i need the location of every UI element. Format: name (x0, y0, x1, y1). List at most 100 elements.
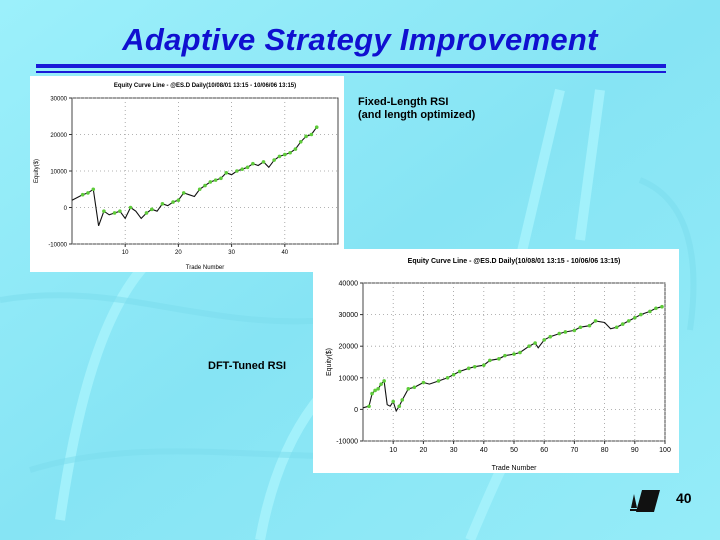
y-tick-label: 20000 (339, 344, 359, 351)
plot-frame (362, 282, 666, 442)
x-tick-label: 40 (480, 447, 488, 454)
x-tick-label: 30 (228, 250, 235, 256)
new-high-point (457, 369, 462, 374)
new-high-point (451, 372, 456, 377)
new-high-point (639, 312, 643, 317)
new-high-point (557, 331, 562, 336)
new-high-point (397, 404, 402, 409)
new-high-point (261, 160, 266, 164)
y-tick-label: 20000 (50, 133, 67, 139)
chart-title: Equity Curve Line - @ES.D Daily(10/08/01… (408, 258, 621, 265)
title-divider-thick (36, 64, 666, 68)
new-high-point (197, 187, 202, 192)
new-high-point (660, 304, 664, 309)
y-tick-label: 10000 (339, 375, 359, 382)
y-tick-label: -10000 (336, 439, 358, 446)
new-high-point (548, 334, 553, 339)
new-high-point (293, 147, 298, 151)
new-high-point (436, 379, 441, 383)
new-high-point (542, 338, 546, 342)
new-high-point (235, 169, 239, 173)
new-high-point (251, 161, 255, 166)
caption-dft-rsi: DFT-Tuned RSI (208, 360, 287, 372)
y-tick-label: 30000 (50, 97, 67, 103)
new-high-point (518, 350, 522, 355)
equity-series-line (362, 306, 663, 413)
new-high-point (150, 207, 154, 212)
new-high-point (482, 363, 486, 367)
chart-panel-dft-rsi: Equity Curve Line - @ES.D Daily(10/08/01… (313, 249, 679, 473)
new-high-point (245, 165, 250, 170)
new-high-point (91, 187, 96, 192)
x-tick-label: 30 (450, 447, 458, 454)
new-high-point (224, 171, 229, 175)
equity-chart-fixed-rsi: Equity Curve Line - @ES.D Daily(10/08/01… (34, 83, 339, 271)
new-high-point (160, 202, 165, 206)
x-tick-label: 40 (281, 250, 288, 256)
new-high-point (128, 205, 133, 210)
new-high-point (572, 328, 577, 333)
y-axis-label: Equity($) (34, 159, 40, 183)
new-high-point (181, 191, 186, 195)
y-tick-label: 30000 (339, 312, 359, 319)
new-high-point (203, 183, 207, 188)
new-high-point (472, 364, 477, 369)
new-high-point (512, 352, 516, 356)
new-high-point (171, 200, 175, 204)
x-tick-label: 70 (571, 447, 579, 454)
new-high-point (309, 132, 314, 137)
company-logo-icon (630, 490, 660, 512)
new-high-point (314, 125, 319, 129)
new-high-point (614, 325, 619, 330)
new-high-point (488, 358, 492, 363)
x-tick-label: 90 (631, 447, 639, 454)
chart-panel-fixed-rsi: Equity Curve Line - @ES.D Daily(10/08/01… (30, 76, 344, 272)
new-high-point (80, 192, 85, 197)
new-high-point (144, 211, 149, 215)
new-high-point (497, 357, 501, 361)
title-divider-thin (36, 71, 666, 73)
equity-chart-dft-rsi: Equity Curve Line - @ES.D Daily(10/08/01… (326, 258, 671, 472)
new-high-point (421, 380, 426, 385)
new-high-point (503, 353, 507, 358)
caption-fixed-rsi-line2: (and length optimized) (358, 109, 476, 121)
new-high-point (240, 167, 245, 171)
new-high-point (391, 399, 395, 404)
new-high-point (288, 150, 292, 155)
new-high-point (112, 211, 117, 215)
new-high-point (406, 387, 411, 391)
new-high-point (277, 154, 282, 159)
new-high-point (412, 385, 417, 390)
new-high-point (373, 388, 377, 393)
x-tick-label: 100 (659, 447, 671, 454)
x-axis-label: Trade Number (492, 465, 538, 472)
caption-fixed-rsi: Fixed-Length RSI (and length optimized) (358, 96, 475, 122)
x-axis-label: Trade Number (186, 265, 224, 271)
x-tick-label: 60 (540, 447, 548, 454)
y-tick-label: 10000 (50, 170, 67, 176)
new-high-point (376, 387, 380, 391)
x-tick-label: 10 (122, 250, 129, 256)
new-high-point (86, 191, 90, 195)
new-high-point (527, 344, 531, 348)
new-high-point (400, 398, 405, 402)
y-tick-label: 0 (64, 206, 68, 212)
new-high-point (283, 152, 287, 157)
x-tick-label: 10 (389, 447, 397, 454)
new-high-point (304, 134, 308, 139)
new-high-point (445, 376, 450, 380)
new-high-point (367, 404, 371, 409)
new-high-point (272, 158, 276, 162)
new-high-point (533, 341, 537, 345)
y-tick-label: 40000 (339, 281, 359, 288)
new-high-point (208, 180, 213, 184)
new-high-point (102, 209, 106, 213)
new-high-point (648, 309, 652, 314)
new-high-point (298, 140, 303, 144)
new-high-point (176, 198, 181, 202)
equity-series-line (71, 126, 318, 226)
x-tick-label: 20 (175, 250, 182, 256)
x-tick-label: 80 (601, 447, 609, 454)
new-high-point (654, 306, 658, 311)
y-axis-label: Equity($) (326, 348, 333, 376)
